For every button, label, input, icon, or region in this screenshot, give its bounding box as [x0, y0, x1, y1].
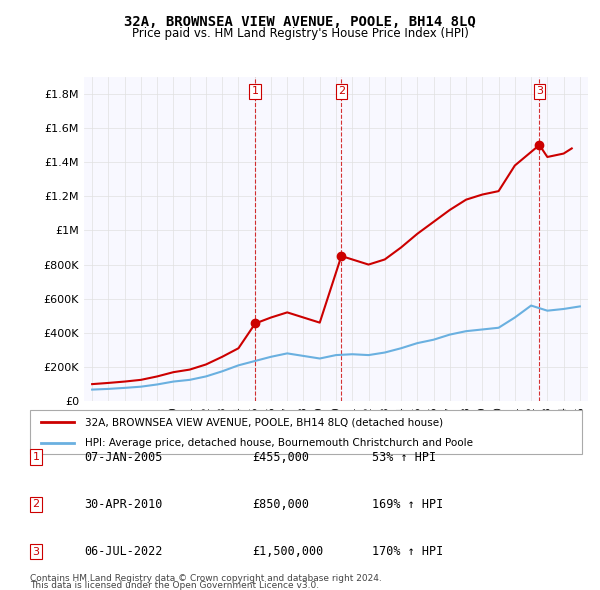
Text: Price paid vs. HM Land Registry's House Price Index (HPI): Price paid vs. HM Land Registry's House … [131, 27, 469, 40]
Text: 53% ↑ HPI: 53% ↑ HPI [372, 451, 436, 464]
Text: 3: 3 [32, 547, 40, 556]
Text: 1: 1 [251, 87, 259, 96]
Text: 170% ↑ HPI: 170% ↑ HPI [372, 545, 443, 558]
Text: Contains HM Land Registry data © Crown copyright and database right 2024.: Contains HM Land Registry data © Crown c… [30, 574, 382, 583]
Text: 3: 3 [536, 87, 543, 96]
Text: This data is licensed under the Open Government Licence v3.0.: This data is licensed under the Open Gov… [30, 581, 319, 590]
Text: 2: 2 [32, 500, 40, 509]
Text: £850,000: £850,000 [252, 498, 309, 511]
Text: 07-JAN-2005: 07-JAN-2005 [84, 451, 163, 464]
Text: £455,000: £455,000 [252, 451, 309, 464]
FancyBboxPatch shape [30, 410, 582, 454]
Text: 32A, BROWNSEA VIEW AVENUE, POOLE, BH14 8LQ: 32A, BROWNSEA VIEW AVENUE, POOLE, BH14 8… [124, 15, 476, 29]
Text: 32A, BROWNSEA VIEW AVENUE, POOLE, BH14 8LQ (detached house): 32A, BROWNSEA VIEW AVENUE, POOLE, BH14 8… [85, 418, 443, 427]
Text: 169% ↑ HPI: 169% ↑ HPI [372, 498, 443, 511]
Text: 2: 2 [338, 87, 345, 96]
Text: £1,500,000: £1,500,000 [252, 545, 323, 558]
Text: 1: 1 [32, 453, 40, 462]
Text: 30-APR-2010: 30-APR-2010 [84, 498, 163, 511]
Text: 06-JUL-2022: 06-JUL-2022 [84, 545, 163, 558]
Text: HPI: Average price, detached house, Bournemouth Christchurch and Poole: HPI: Average price, detached house, Bour… [85, 438, 473, 448]
